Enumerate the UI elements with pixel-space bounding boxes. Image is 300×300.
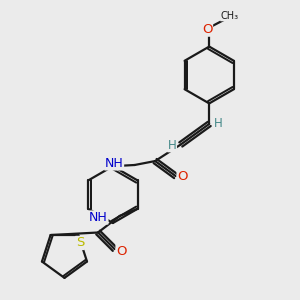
Text: O: O xyxy=(202,23,212,36)
Text: CH₃: CH₃ xyxy=(221,11,239,21)
Text: O: O xyxy=(177,169,188,183)
Text: S: S xyxy=(76,236,84,249)
Text: H: H xyxy=(214,117,222,130)
Text: H: H xyxy=(168,139,176,152)
Text: O: O xyxy=(116,244,127,258)
Text: NH: NH xyxy=(105,157,124,170)
Text: NH: NH xyxy=(89,211,108,224)
